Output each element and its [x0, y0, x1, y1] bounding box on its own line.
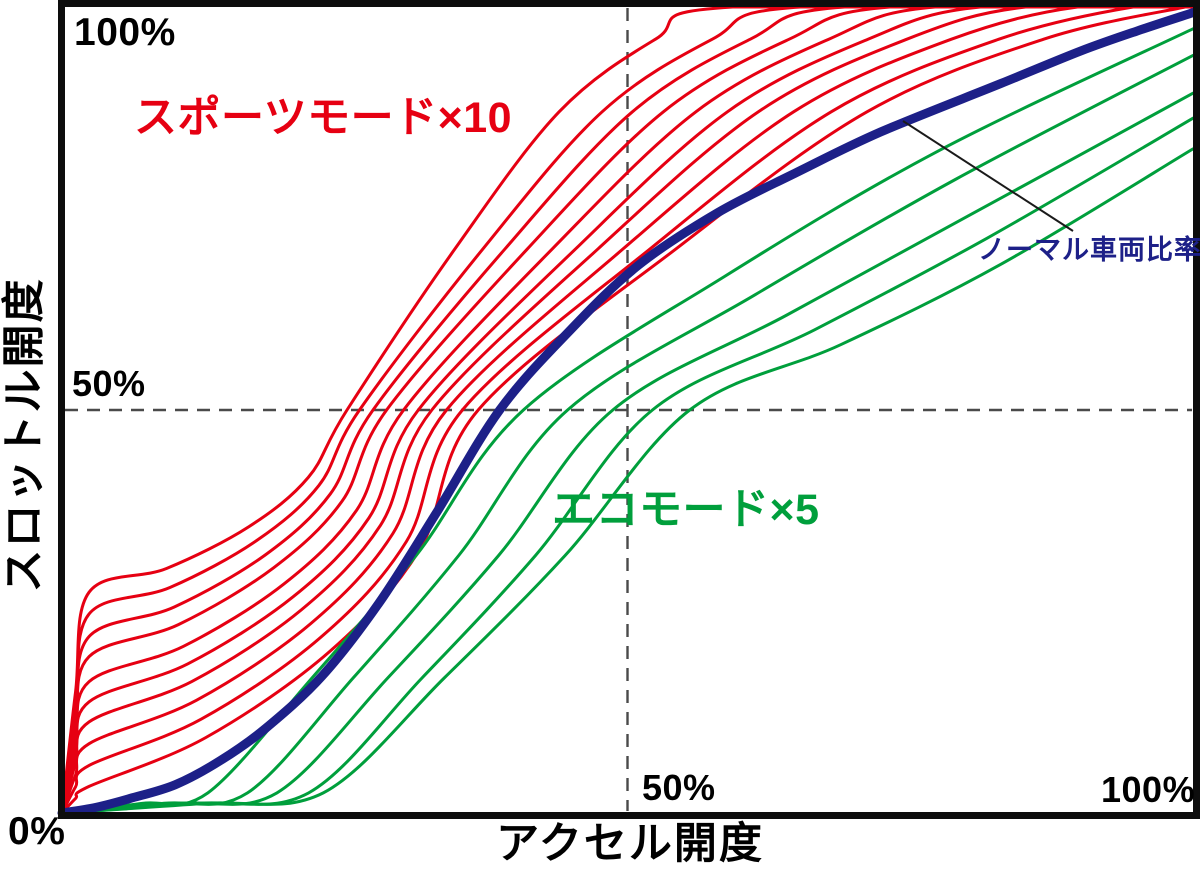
sport-curve-5 — [60, 5, 1195, 815]
x-tick-50: 50% — [642, 767, 716, 808]
sport-curve-10 — [60, 5, 1195, 815]
sport-curve-1 — [60, 5, 1200, 815]
sport-curve-7 — [60, 5, 1195, 815]
x-axis-title: アクセル開度 — [496, 820, 764, 868]
normal-curve-label: ノーマル車両比率 — [978, 235, 1200, 265]
x-tick-100: 100% — [1101, 769, 1196, 810]
sport-curve-9 — [60, 5, 1195, 815]
origin-tick-0: 0% — [8, 810, 66, 853]
sport-curve-6 — [60, 5, 1195, 815]
eco-curve-1 — [60, 27, 1195, 815]
normal-curve-callout-line — [902, 120, 1074, 232]
y-tick-100: 100% — [74, 11, 176, 54]
sport-curve-2 — [60, 5, 1195, 815]
eco-curve-5 — [60, 147, 1195, 815]
y-axis-title: スロットル開度 — [0, 277, 49, 593]
curve-group — [57, 5, 1200, 818]
sport-curve-8 — [60, 5, 1195, 815]
normal-curve — [57, 8, 1198, 818]
sport-curve-3 — [60, 5, 1195, 815]
sport-curve-4 — [60, 5, 1195, 815]
sport-mode-label: スポーツモード×10 — [134, 94, 513, 142]
y-tick-50: 50% — [72, 363, 146, 404]
eco-mode-label: エコモード×5 — [552, 486, 820, 534]
plot-frame — [58, 0, 1200, 819]
